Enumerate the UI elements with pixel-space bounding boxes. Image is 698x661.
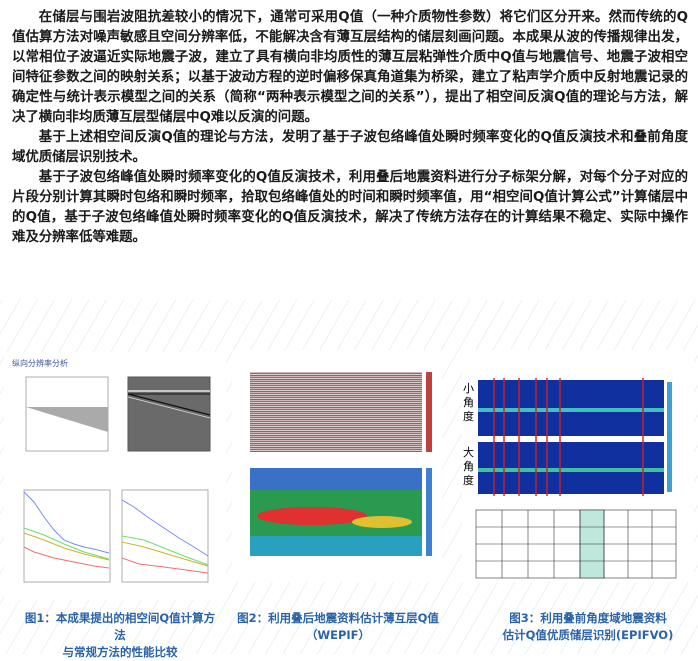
body-text: 在储层与围岩波阻抗差较小的情况下，通常可采用Q值（一种介质物性参数）将它们区分开… [12,8,688,248]
figure-3-image: 小角度 大角度 [462,350,694,582]
figure-2-image [232,350,442,582]
resolution-chart-right [121,489,209,583]
synthetic-panel [127,376,211,452]
figure-1-inner-title: 纵向分辨率分析 [12,359,68,368]
caption-line: 与常规方法的性能比较 [62,645,178,659]
colorbar [667,382,672,492]
figure-3-caption: 图3：利用叠前角度域地震资料 估计Q值优质储层识别(EPIFVO) [488,610,688,644]
label-large-angle: 大角度 [463,446,474,487]
label-small-angle: 小角度 [463,382,474,423]
caption-line: 图3：利用叠前角度域地震资料 [509,611,667,625]
resolution-chart-left [23,489,111,583]
figure-2-caption: 图2：利用叠后地震资料估计薄互层Q值（WEPIF） [218,610,458,644]
model-panel [25,376,109,452]
paragraph-2: 基于上述相空间反演Q值的理论与方法，发明了基于子波包络峰值处瞬时频率变化的Q值反… [12,130,688,165]
caption-line: 图2：利用叠后地震资料估计薄互层Q值（WEPIF） [237,611,439,642]
caption-line: 图1：本成果提出的相空间Q值计算方法 [24,611,216,642]
paragraph-3: 基于子波包络峰值处瞬时频率变化的Q值反演技术，利用叠后地震资料进行分子标架分解，… [12,170,688,245]
colorbar-bottom [426,468,432,556]
colorbar-top [426,372,432,452]
figure-1-caption: 图1：本成果提出的相空间Q值计算方法 与常规方法的性能比较 [20,610,220,661]
figure-1-image: 纵向分辨率分析 [4,352,226,600]
well-table [475,509,677,579]
paragraph-1: 在储层与围岩波阻抗差较小的情况下，通常可采用Q值（一种介质物性参数）将它们区分开… [12,10,688,125]
well-lines [493,378,644,496]
seismic-section [250,372,422,452]
caption-line: 估计Q值优质储层识别(EPIFVO) [502,628,674,642]
